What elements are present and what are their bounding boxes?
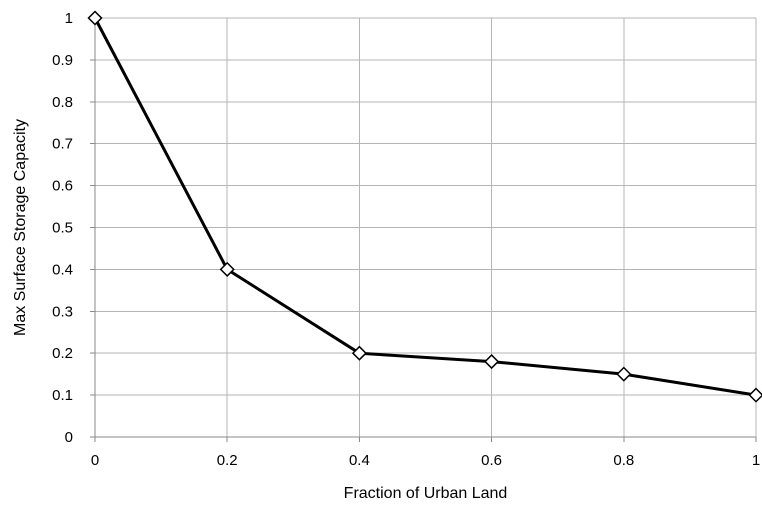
data-point-marker — [219, 261, 235, 277]
y-tick-label: 0.1 — [52, 387, 73, 404]
y-tick-label: 0 — [65, 429, 73, 446]
axes — [90, 17, 757, 442]
data-point-marker — [484, 354, 500, 370]
y-tick-label: 0.4 — [52, 261, 73, 278]
y-tick-label: 0.5 — [52, 220, 73, 237]
data-point-marker — [748, 387, 762, 403]
y-tick-label: 0.7 — [52, 136, 73, 153]
y-tick-label: 1 — [65, 10, 73, 27]
x-tick-label: 0.2 — [217, 452, 238, 469]
y-tick-label: 0.2 — [52, 345, 73, 362]
data-point-marker — [87, 10, 103, 26]
y-axis-title: Max Surface Storage Capacity — [12, 119, 29, 336]
y-tick-label: 0.3 — [52, 303, 73, 320]
x-axis-tick-labels: 0 0.2 0.4 0.6 0.8 1 — [91, 452, 760, 469]
x-tick-label: 0.6 — [481, 452, 502, 469]
data-point-marker — [351, 345, 367, 361]
x-axis-title: Fraction of Urban Land — [344, 485, 508, 502]
x-tick-label: 0.8 — [613, 452, 634, 469]
y-tick-label: 0.6 — [52, 178, 73, 195]
x-tick-label: 0 — [91, 452, 99, 469]
y-tick-label: 0.8 — [52, 94, 73, 111]
x-tick-label: 0.4 — [349, 452, 370, 469]
data-markers — [87, 10, 762, 403]
grid — [95, 17, 757, 437]
y-tick-label: 0.9 — [52, 52, 73, 69]
x-tick-label: 1 — [752, 452, 760, 469]
y-axis-tick-labels: 0 0.1 0.2 0.3 0.4 0.5 0.6 0.7 0.8 0.9 1 — [52, 10, 73, 446]
series-line — [93, 17, 757, 397]
data-point-marker — [616, 366, 632, 382]
